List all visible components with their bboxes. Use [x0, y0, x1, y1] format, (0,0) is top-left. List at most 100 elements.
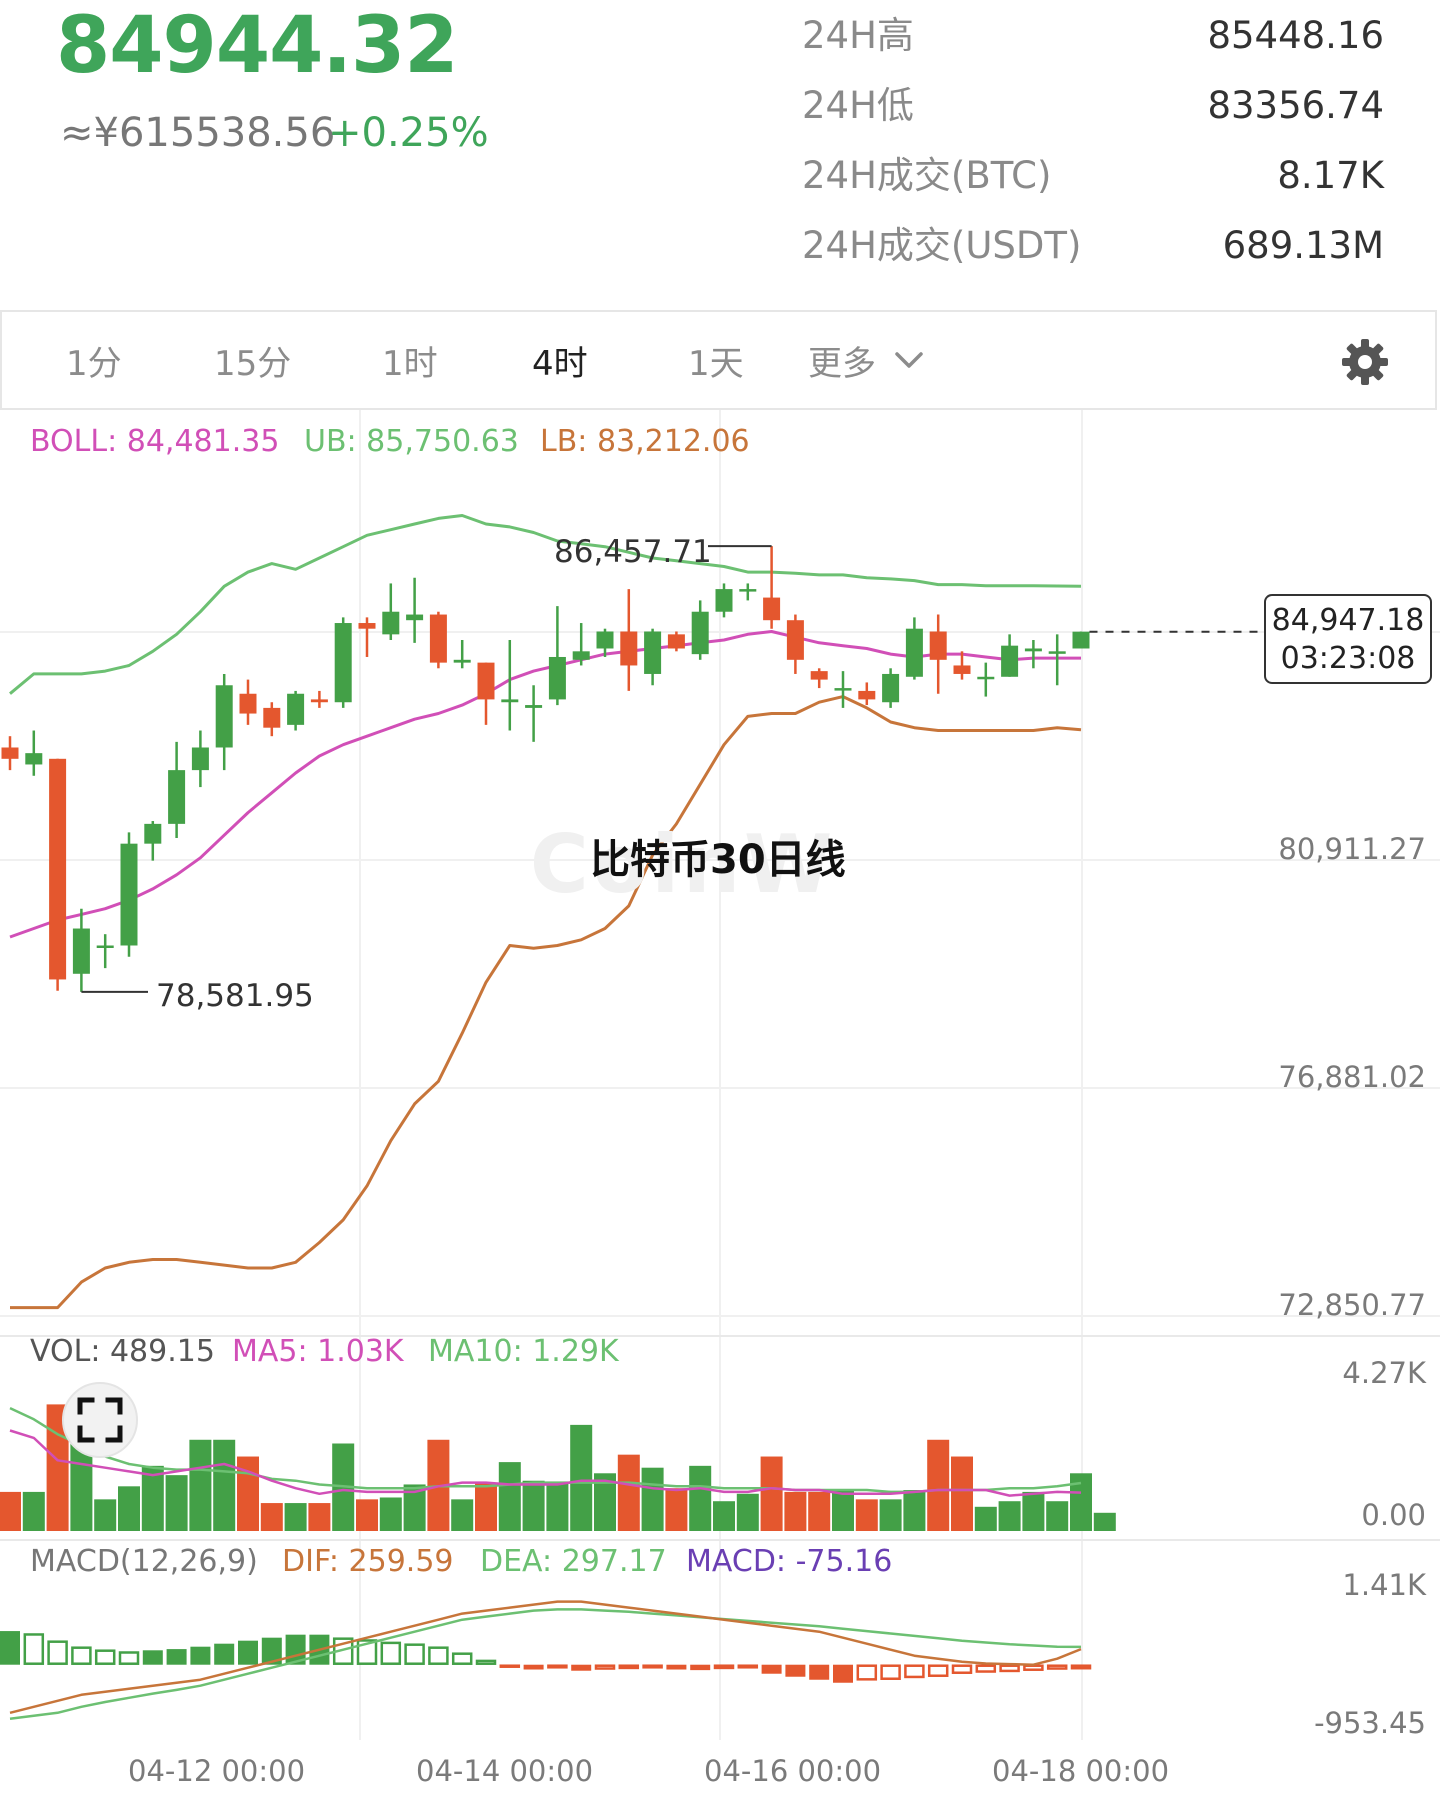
candle-body — [1001, 645, 1019, 677]
fullscreen-icon — [77, 1397, 123, 1443]
volume-bar — [641, 1467, 664, 1531]
candle-body — [1072, 631, 1090, 649]
tab-more[interactable]: 更多 — [808, 344, 876, 384]
tab-1day[interactable]: 1天 — [688, 344, 744, 384]
volume-bar — [260, 1503, 283, 1531]
candle-body — [239, 693, 257, 714]
legend-macd-dea: DEA: 297.17 — [480, 1544, 667, 1579]
boll-upper-line — [9, 514, 1082, 695]
stat-value-24h-high: 85448.16 — [1207, 14, 1384, 57]
candle-body — [25, 753, 43, 765]
candle-body — [596, 631, 614, 649]
candle-body — [191, 747, 209, 771]
macd-hist-bar — [142, 1650, 163, 1665]
candle-body — [620, 631, 638, 666]
stat-label-24h-vol-btc: 24H成交(BTC) — [802, 154, 1052, 197]
price-axis-label: 72,850.77 — [1278, 1288, 1426, 1322]
candle-body — [763, 597, 781, 621]
macd-hist-bar — [880, 1664, 901, 1680]
macd-hist-bar — [23, 1633, 45, 1665]
macd-hist-bar — [1070, 1664, 1092, 1670]
macd-hist-bar — [404, 1643, 425, 1665]
volume-bar — [951, 1456, 973, 1531]
macd-hist-bar — [356, 1639, 378, 1665]
time-axis-label: 04-18 00:00 — [992, 1754, 1170, 1788]
candle-body — [406, 614, 424, 621]
chevron-down-icon[interactable] — [894, 350, 924, 370]
macd-hist-bar — [451, 1652, 473, 1665]
macd-hist-bar — [94, 1649, 116, 1665]
tab-1min[interactable]: 1分 — [66, 344, 122, 384]
candle-body — [334, 623, 352, 703]
macd-hist-bar — [618, 1664, 640, 1670]
macd-hist-bar — [238, 1640, 258, 1665]
macd-hist-bar — [380, 1641, 402, 1665]
candle-body — [429, 614, 447, 663]
volume-bar — [94, 1499, 117, 1531]
boll-mid-line — [9, 630, 1081, 939]
high-extreme-label: 86,457.71 — [554, 534, 712, 570]
volume-bar — [1093, 1512, 1116, 1531]
volume-bar — [451, 1499, 474, 1531]
macd-hist-bar — [547, 1664, 568, 1669]
price-axis-label: 80,911.27 — [1278, 832, 1426, 866]
volume-bar — [998, 1501, 1021, 1531]
macd-hist-bar — [475, 1659, 497, 1665]
volume-bar — [522, 1480, 545, 1531]
macd-hist-bar — [190, 1646, 211, 1665]
stat-label-24h-low: 24H低 — [802, 84, 914, 127]
tab-15min[interactable]: 15分 — [214, 344, 292, 384]
macd-hist-bar — [975, 1664, 997, 1673]
candle-body — [548, 656, 566, 700]
macd-hist-bar — [833, 1664, 853, 1683]
candle-body — [953, 665, 971, 674]
candle-body — [72, 928, 90, 974]
macd-hist-bar — [642, 1664, 663, 1669]
volume-bar — [974, 1506, 997, 1531]
macd-hist-bar — [737, 1664, 759, 1669]
macd-hist-bar — [571, 1664, 592, 1671]
stat-value-24h-vol-btc: 8.17K — [1277, 154, 1384, 197]
kline-chart[interactable] — [0, 410, 1440, 1793]
legend-vol-ma10: MA10: 1.29K — [428, 1334, 619, 1369]
macd-hist-bar — [261, 1637, 282, 1665]
volume-axis-label: 0.00 — [1361, 1498, 1426, 1532]
candle-body — [477, 662, 495, 700]
macd-hist-bar — [166, 1649, 187, 1665]
macd-hist-bar — [214, 1643, 235, 1665]
legend-macd-value: MACD: -75.16 — [686, 1544, 893, 1579]
volume-bar — [784, 1491, 807, 1531]
candle-body — [1048, 651, 1066, 654]
tab-4hour[interactable]: 4时 — [532, 344, 588, 384]
volume-bar — [0, 1491, 21, 1531]
candle-body — [96, 945, 114, 948]
macd-hist-bar — [594, 1664, 616, 1670]
candle-body — [977, 676, 995, 680]
macd-hist-bar — [690, 1664, 711, 1671]
change-percent: +0.25% — [328, 110, 489, 156]
fullscreen-button[interactable] — [62, 1382, 138, 1458]
macd-hist-bar — [809, 1664, 830, 1680]
volume-bar — [379, 1497, 402, 1531]
gear-icon[interactable] — [1340, 337, 1390, 387]
candle-body — [1, 747, 19, 759]
candle-countdown: 03:23:08 — [1280, 641, 1416, 676]
volume-bar — [855, 1499, 878, 1531]
stat-label-24h-vol-usdt: 24H成交(USDT) — [802, 224, 1082, 267]
macd-hist-bar — [1046, 1664, 1068, 1670]
volume-ma5-line — [9, 1429, 1082, 1497]
candle-body — [786, 620, 804, 660]
candle-body — [691, 611, 709, 655]
current-price-value: 84,947.18 — [1271, 603, 1425, 638]
price-axis-label: 76,881.02 — [1278, 1060, 1426, 1094]
watermark-logo: CoinW — [530, 818, 837, 911]
macd-hist-bar — [118, 1651, 140, 1665]
cny-price: ≈¥615538.56 — [60, 110, 336, 156]
macd-hist-bar — [856, 1664, 878, 1681]
last-price: 84944.32 — [56, 1, 459, 91]
volume-bar — [879, 1499, 902, 1531]
candle-body — [810, 671, 828, 680]
volume-bar — [546, 1482, 569, 1531]
tab-1hour[interactable]: 1时 — [382, 344, 438, 384]
volume-bar — [22, 1491, 45, 1531]
